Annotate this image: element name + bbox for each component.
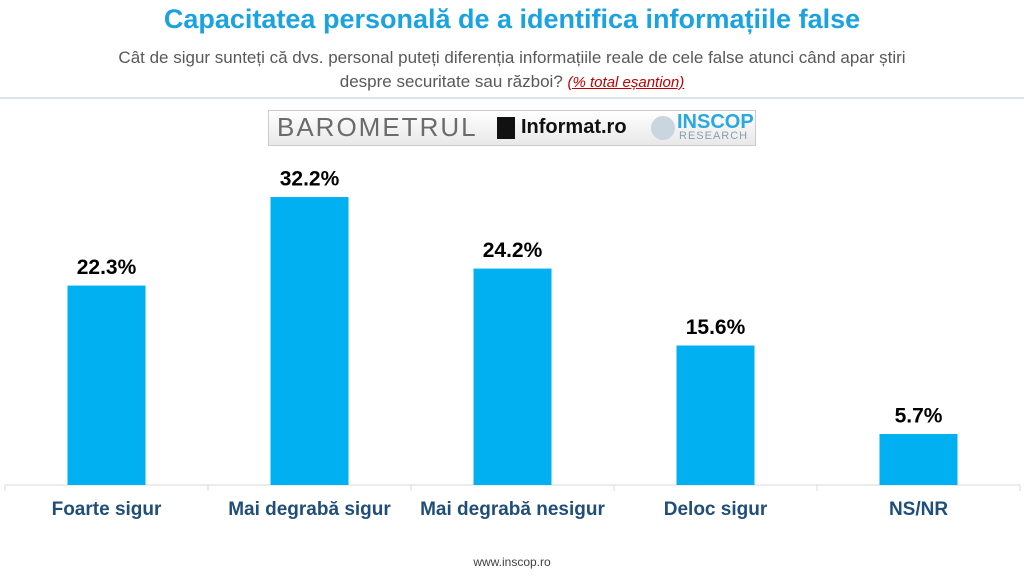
subtitle-note: (% total eșantion) (567, 74, 685, 91)
value-label: 32.2% (280, 168, 340, 191)
subtitle-block: Cât de sigur sunteți că dvs. personal pu… (112, 46, 912, 95)
x-tick-label: Foarte sigur (52, 499, 162, 520)
chart-title: Capacitatea personală de a identifica in… (163, 4, 861, 34)
logo-barometer: BAROMETRUL (277, 112, 478, 142)
logo-partner: Informat.ro (521, 116, 627, 138)
logo-mark (651, 116, 675, 140)
bar (270, 197, 349, 486)
value-label: 5.7% (895, 405, 943, 428)
footer: www.inscop.ro (473, 555, 551, 569)
x-tick-label: Mai degrabă sigur (228, 499, 391, 520)
x-tick-label: Mai degrabă nesigur (420, 499, 605, 520)
logo-banner: BAROMETRUL Informat.ro INSCOP RESEARCH (268, 110, 756, 146)
bar (67, 285, 146, 485)
x-tick-label: Deloc sigur (664, 499, 768, 520)
logo-icon (497, 117, 515, 139)
value-label: 15.6% (686, 316, 746, 339)
bar (879, 434, 958, 485)
bar (473, 268, 552, 485)
logo-brand: INSCOP (677, 111, 754, 133)
divider (0, 97, 1024, 99)
subtitle: Cât de sigur sunteți că dvs. personal pu… (118, 48, 906, 91)
logo-brand-sub: RESEARCH (679, 130, 749, 142)
x-tick-label: NS/NR (889, 499, 948, 520)
value-label: 22.3% (77, 256, 137, 279)
bar (676, 345, 755, 485)
value-label: 24.2% (483, 239, 543, 262)
